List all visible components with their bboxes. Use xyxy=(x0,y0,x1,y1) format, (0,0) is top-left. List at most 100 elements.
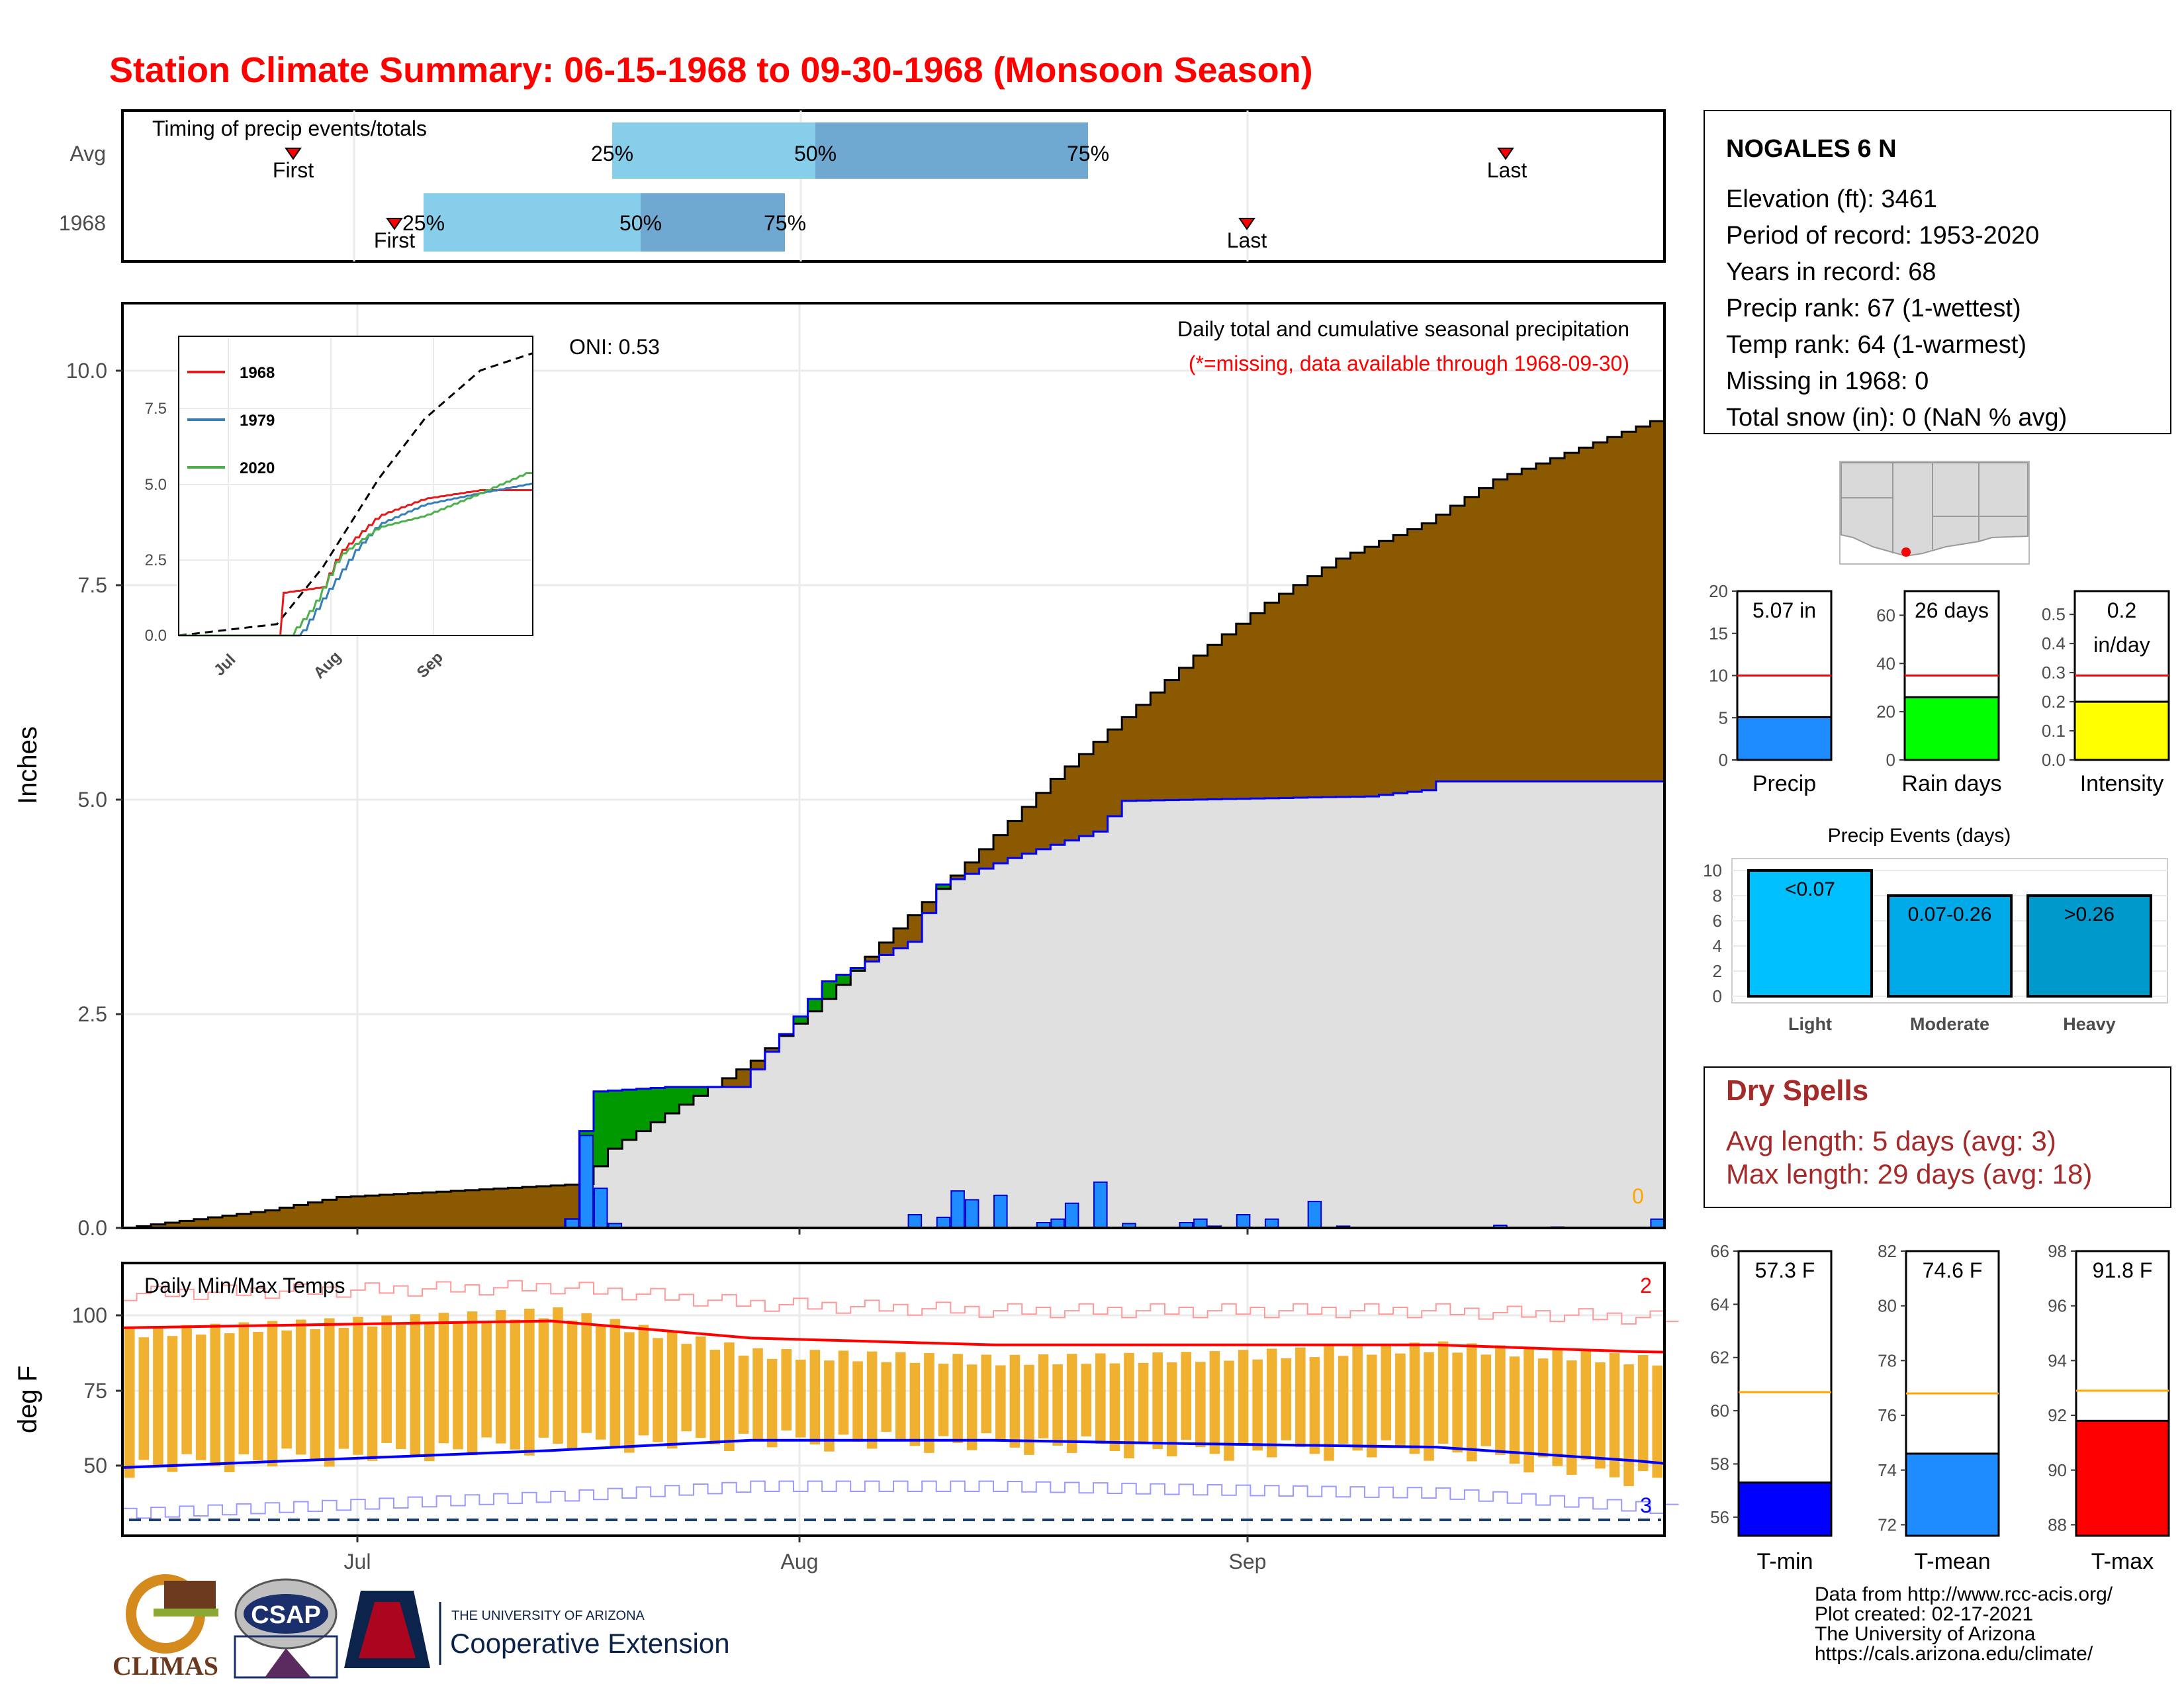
deficit-slab xyxy=(1079,754,1094,836)
gauge-rain-days-value-bar xyxy=(1903,696,2000,761)
precip-events-y-ticks: 0 2 4 6 8 10 xyxy=(1703,861,1722,1006)
deficit-slab xyxy=(1236,624,1251,799)
gauge-rain-days: 0 20 40 60 26 days Rain days xyxy=(1876,590,2002,796)
gauge-tmean-tick-label: 78 xyxy=(1878,1350,1897,1370)
daily-precip-bar xyxy=(1236,1214,1251,1229)
gauge-intensity: 0.0 0.1 0.2 0.3 0.4 0.5 0.2 in/day Intensity xyxy=(2042,590,2170,796)
gauge-rain-days-tick-label: 0 xyxy=(1886,750,1895,770)
inset-ytick-7-5: 7.5 xyxy=(145,400,167,418)
gauge-intensity-label: Intensity xyxy=(2080,771,2164,796)
deficit-slab xyxy=(1322,567,1337,798)
deficit-slab xyxy=(422,1192,437,1228)
deficit-slab xyxy=(522,1187,537,1228)
inset-chart: 1968 1979 2020 0.0 2.5 5.0 7.5 Jul Aug S… xyxy=(145,336,533,682)
deficit-slab xyxy=(1578,447,1594,782)
timing-1968-bar-25-50 xyxy=(424,193,641,252)
gauge-precip-tick-label: 20 xyxy=(1709,581,1728,601)
deficit-slab xyxy=(1507,474,1522,782)
precip-y-ticks: 0.0 2.5 5.0 7.5 10.0 xyxy=(66,359,122,1240)
deficit-slab xyxy=(1635,426,1651,782)
surplus-slab xyxy=(793,1016,809,1024)
gauge-tmax-value-bar xyxy=(2075,1419,2170,1537)
deficit-slab xyxy=(722,1078,737,1088)
dry-spells-max: Max length: 29 days (avg: 18) xyxy=(1726,1158,2092,1190)
deficit-slab xyxy=(1535,463,1551,782)
footer-plot-created: Plot created: 02-17-2021 xyxy=(1815,1603,2033,1625)
timing-1968-first-label: First xyxy=(374,228,415,252)
inset-ytick-0: 0.0 xyxy=(145,627,167,645)
deficit-slab xyxy=(379,1194,394,1228)
gauge-tmean: 72 74 76 78 80 82 74.6 F T-mean xyxy=(1878,1241,2000,1574)
surplus-slab xyxy=(651,1088,666,1123)
precip-ytick-5: 5.0 xyxy=(78,788,107,812)
gauge-intensity-tick-label: 0.3 xyxy=(2042,663,2066,682)
deficit-slab xyxy=(1479,488,1494,782)
events-ytick-8: 8 xyxy=(1713,886,1722,906)
gauge-intensity-tick-label: 0.0 xyxy=(2042,750,2066,770)
gauge-tmin-tick-label: 58 xyxy=(1710,1454,1729,1474)
daily-temp-range-bar xyxy=(438,1313,449,1444)
gauge-rain-days-tick-label: 40 xyxy=(1876,653,1895,673)
daily-temp-range-bar xyxy=(1480,1354,1492,1446)
gauge-tmax-tick-label: 88 xyxy=(2048,1515,2067,1534)
daily-temp-range-bar xyxy=(1224,1360,1234,1461)
deficit-slab xyxy=(1307,576,1322,798)
gauge-tmin-label: T-min xyxy=(1757,1549,1813,1574)
oni-label: ONI: 0.53 xyxy=(569,335,660,359)
station-temp-rank: Temp rank: 64 (1-warmest) xyxy=(1726,331,2026,359)
timing-avg-25-label: 25% xyxy=(591,142,633,165)
gauge-intensity-tick-label: 0.4 xyxy=(2042,633,2066,653)
deficit-slab xyxy=(964,862,980,874)
station-location-marker xyxy=(1901,547,1911,557)
daily-temp-range-bar xyxy=(595,1326,606,1440)
daily-temp-range-bar xyxy=(924,1353,934,1453)
deficit-slab xyxy=(1407,529,1422,792)
daily-temp-range-bar xyxy=(724,1342,735,1451)
daily-temp-range-bar xyxy=(895,1352,906,1439)
temp-chart: Daily Min/Max Temps 2 3 deg F 50 75 100 … xyxy=(13,1262,1679,1573)
daily-temp-range-bar xyxy=(1452,1352,1463,1453)
daily-temp-range-bar xyxy=(866,1351,878,1449)
daily-temp-range-bar xyxy=(738,1355,749,1434)
deficit-slab xyxy=(907,915,923,942)
events-ytick-0: 0 xyxy=(1713,986,1722,1006)
ua-logo-small-text: THE UNIVERSITY OF ARIZONA xyxy=(451,1609,645,1623)
timing-1968-first-marker xyxy=(386,218,403,230)
gauge-tmean-label: T-mean xyxy=(1914,1549,1990,1574)
precip-events-title: Precip Events (days) xyxy=(1828,825,2011,847)
deficit-slab xyxy=(479,1189,494,1228)
daily-temp-range-bar xyxy=(638,1325,649,1436)
deficit-slab xyxy=(1350,552,1365,797)
deficit-slab xyxy=(1650,421,1665,782)
deficit-slab xyxy=(351,1196,366,1228)
daily-temp-range-bar xyxy=(1324,1346,1334,1461)
gauge-tmean-value-text: 74.6 F xyxy=(1923,1258,1983,1282)
precip-events-chart: Precip Events (days) <0.07 Light 0.07-0.26… xyxy=(1703,825,2168,1034)
precip-events-category-label: Light xyxy=(1788,1014,1832,1034)
legend-label-1968: 1968 xyxy=(240,364,275,382)
daily-temp-range-bar xyxy=(752,1348,763,1440)
daily-temp-range-bar xyxy=(1009,1354,1021,1448)
gauge-intensity-tick-label: 0.5 xyxy=(2042,604,2066,624)
precip-subtitle: Daily total and cumulative seasonal prec… xyxy=(1177,317,1629,341)
deficit-slab xyxy=(1150,692,1165,800)
inset-ytick-5: 5.0 xyxy=(145,476,167,494)
xtick-aug: Aug xyxy=(781,1550,819,1573)
precip-ytick-2-5: 2.5 xyxy=(78,1002,107,1026)
daily-temp-range-bar xyxy=(524,1309,535,1456)
daily-temp-range-bar xyxy=(495,1310,506,1444)
daily-temp-range-bar xyxy=(1424,1352,1434,1461)
deficit-slab xyxy=(293,1205,309,1228)
temp-ytick-75: 75 xyxy=(83,1379,107,1403)
deficit-slab xyxy=(1007,821,1023,859)
daily-temp-range-bar xyxy=(1595,1362,1606,1469)
dry-spells-box: Dry Spells Avg length: 5 days (avg: 3) M… xyxy=(1704,1066,2171,1208)
deficit-slab xyxy=(222,1215,238,1228)
timing-avg-last-label: Last xyxy=(1487,158,1527,182)
daily-temp-range-bar xyxy=(1437,1341,1449,1444)
surplus-slab xyxy=(836,974,851,985)
deficit-slab xyxy=(265,1210,280,1228)
daily-temp-range-bar xyxy=(138,1337,150,1460)
gauge-precip-tick-label: 15 xyxy=(1709,624,1728,643)
